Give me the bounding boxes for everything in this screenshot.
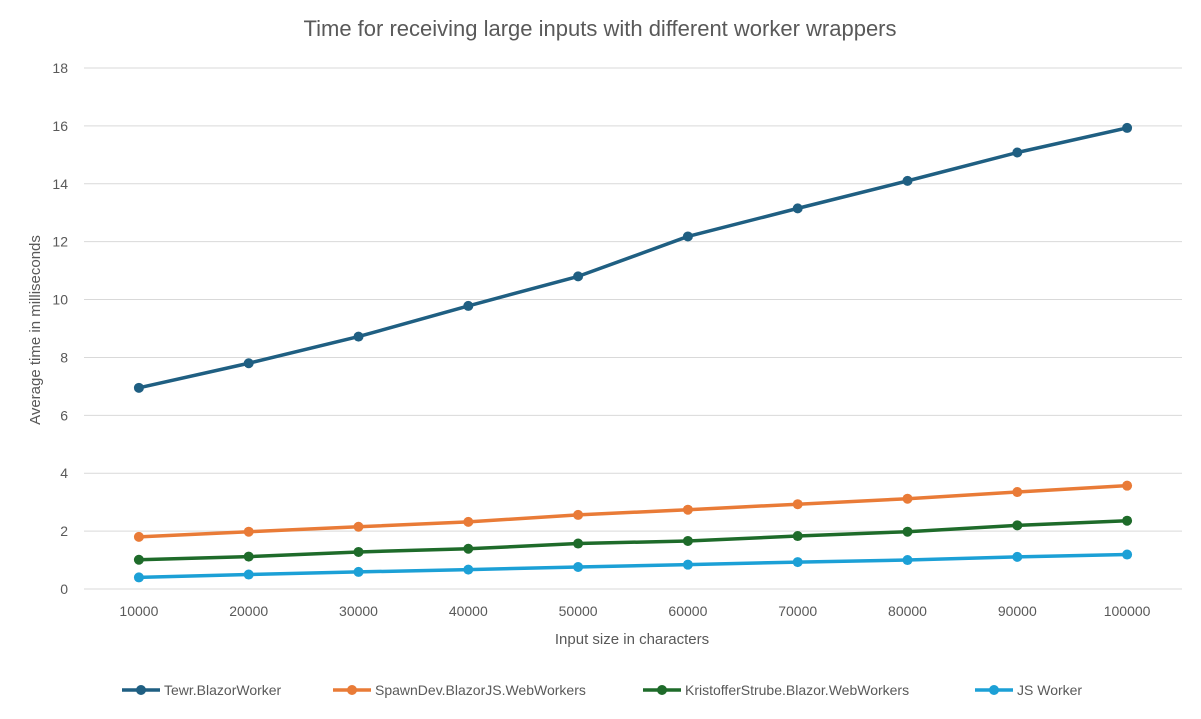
legend-label: JS Worker xyxy=(1017,682,1082,698)
series-lines xyxy=(133,122,1133,583)
data-point xyxy=(682,559,693,570)
series-0 xyxy=(133,122,1133,393)
data-point xyxy=(353,331,364,342)
data-point xyxy=(133,531,144,542)
data-point xyxy=(1012,487,1023,498)
data-point xyxy=(463,564,474,575)
data-point xyxy=(682,535,693,546)
y-axis-ticks: 0 2 4 6 8 10 12 14 16 18 xyxy=(52,60,68,597)
x-tick-label: 70000 xyxy=(778,603,817,619)
x-tick-label: 20000 xyxy=(229,603,268,619)
y-tick-label: 16 xyxy=(52,118,68,134)
x-tick-label: 80000 xyxy=(888,603,927,619)
data-point xyxy=(1122,549,1133,560)
x-tick-label: 10000 xyxy=(119,603,158,619)
series-1 xyxy=(133,480,1133,542)
legend-label: KristofferStrube.Blazor.WebWorkers xyxy=(685,682,909,698)
y-tick-label: 4 xyxy=(60,465,68,481)
legend-marker xyxy=(989,685,999,695)
y-tick-label: 8 xyxy=(60,349,68,365)
data-point xyxy=(682,231,693,242)
series-line xyxy=(137,518,1129,562)
data-point xyxy=(353,566,364,577)
x-axis-title: Input size in characters xyxy=(555,631,709,648)
data-point xyxy=(243,551,254,562)
data-point xyxy=(1122,480,1133,491)
x-tick-label: 30000 xyxy=(339,603,378,619)
legend-label: SpawnDev.BlazorJS.WebWorkers xyxy=(375,682,586,698)
data-point xyxy=(902,526,913,537)
x-axis-ticks: 10000 20000 30000 40000 50000 60000 70000 80000… xyxy=(119,603,1150,619)
series-line xyxy=(137,483,1129,539)
data-point xyxy=(902,493,913,504)
legend-item[interactable]: Tewr.BlazorWorker xyxy=(122,682,282,698)
x-tick-label: 60000 xyxy=(668,603,707,619)
y-tick-label: 0 xyxy=(60,581,68,597)
legend-marker xyxy=(347,685,357,695)
series-line xyxy=(137,126,1129,390)
data-point xyxy=(133,572,144,583)
data-point xyxy=(1122,122,1133,133)
series-2 xyxy=(133,515,1133,565)
data-point xyxy=(463,543,474,554)
data-point xyxy=(1012,147,1023,158)
data-point xyxy=(792,203,803,214)
legend-marker xyxy=(136,685,146,695)
x-tick-label: 40000 xyxy=(449,603,488,619)
data-point xyxy=(573,271,584,282)
data-point xyxy=(682,504,693,515)
data-point xyxy=(573,562,584,573)
data-point xyxy=(133,382,144,393)
y-tick-label: 18 xyxy=(52,60,68,76)
data-point xyxy=(243,358,254,369)
data-point xyxy=(463,516,474,527)
series-3 xyxy=(133,549,1133,583)
data-point xyxy=(573,509,584,520)
x-tick-label: 100000 xyxy=(1104,603,1151,619)
legend[interactable]: Tewr.BlazorWorker SpawnDev.BlazorJS.WebWo… xyxy=(122,682,1082,698)
data-point xyxy=(1012,551,1023,562)
legend-item[interactable]: KristofferStrube.Blazor.WebWorkers xyxy=(643,682,909,698)
data-point xyxy=(243,569,254,580)
data-point xyxy=(133,554,144,565)
x-tick-label: 50000 xyxy=(559,603,598,619)
chart-title: Time for receiving large inputs with dif… xyxy=(303,16,896,41)
data-point xyxy=(792,557,803,568)
y-tick-label: 2 xyxy=(60,523,68,539)
data-point xyxy=(902,175,913,186)
y-tick-label: 12 xyxy=(52,234,68,250)
legend-marker xyxy=(657,685,667,695)
series-line xyxy=(137,552,1129,580)
data-point xyxy=(353,546,364,557)
y-axis-title: Average time in milliseconds xyxy=(27,235,44,425)
data-point xyxy=(353,521,364,532)
x-tick-label: 90000 xyxy=(998,603,1037,619)
data-point xyxy=(792,531,803,542)
data-point xyxy=(902,555,913,566)
y-tick-label: 10 xyxy=(52,292,68,308)
y-tick-label: 6 xyxy=(60,407,68,423)
data-point xyxy=(573,538,584,549)
legend-item[interactable]: JS Worker xyxy=(975,682,1082,698)
data-point xyxy=(1012,520,1023,531)
y-tick-label: 14 xyxy=(52,176,68,192)
data-point xyxy=(243,526,254,537)
data-point xyxy=(1122,515,1133,526)
data-point xyxy=(463,300,474,311)
data-point xyxy=(792,499,803,510)
legend-label: Tewr.BlazorWorker xyxy=(164,682,282,698)
legend-item[interactable]: SpawnDev.BlazorJS.WebWorkers xyxy=(333,682,586,698)
